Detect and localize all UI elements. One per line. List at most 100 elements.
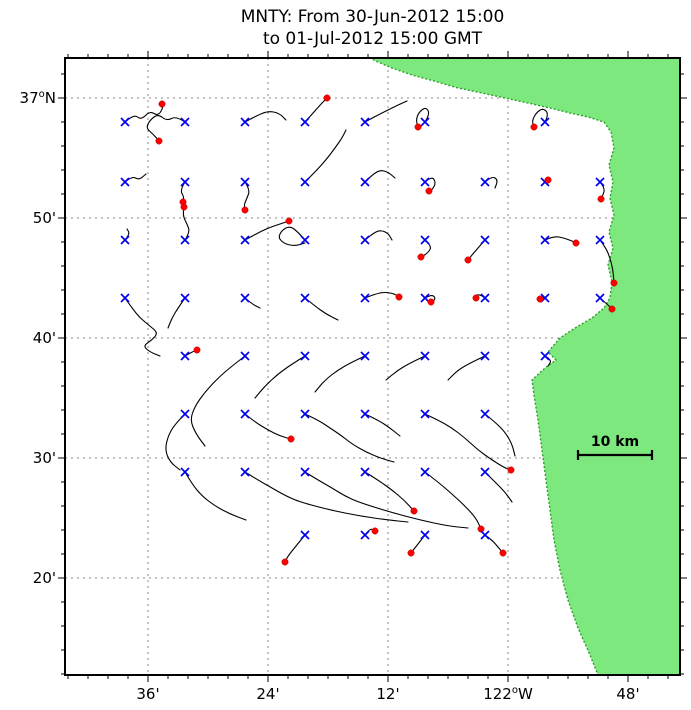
start-x-marker [420,235,430,245]
start-x-marker [180,293,190,303]
end-red-dot [507,466,515,474]
start-x-marker [480,177,490,187]
end-red-dot [472,294,480,302]
trajectory-path [304,413,395,463]
start-x-marker [180,235,190,245]
start-x-marker [240,409,250,419]
trajectory-path [146,115,186,142]
trajectory-path [244,111,287,123]
start-x-marker [360,293,370,303]
trajectory-path [190,355,246,447]
chart-title: MNTY: From 30-Jun-2012 15:00 [240,7,505,27]
start-x-marker [595,235,605,245]
chart-subtitle: to 01-Jul-2012 15:00 GMT [262,29,483,49]
start-x-marker [300,293,310,303]
start-x-marker [360,530,370,540]
trajectory-path [254,355,306,399]
trajectory-path [182,206,190,241]
x-tick-label: 36' [136,685,159,703]
start-x-marker [240,467,250,477]
trajectory-path [599,239,615,284]
start-x-marker [540,117,550,127]
y-tick-label: 20' [33,569,56,587]
start-x-marker [180,177,190,187]
start-x-marker [240,177,250,187]
end-red-dot [425,187,433,195]
start-x-marker [120,235,130,245]
end-red-dot [544,176,552,184]
x-tick-label: 122oW [483,685,533,703]
end-red-dot [155,137,163,145]
trajectory-path [484,471,513,503]
start-x-marker [360,409,370,419]
end-red-dot [241,206,249,214]
trajectory-path [304,297,339,321]
start-x-marker [300,467,310,477]
y-tick-label: 37oN [20,89,56,107]
start-x-marker [240,117,250,127]
end-red-dot [608,305,616,313]
trajectory-path [167,297,186,329]
trajectory-path [243,181,250,211]
end-red-dot [395,293,403,301]
end-red-dot [572,239,580,247]
start-x-marker [420,177,430,187]
scale-bar-label: 10 km [591,434,639,450]
trajectory-path [304,471,469,529]
trajectory-path [244,471,409,523]
start-x-marker [360,235,370,245]
start-x-marker [300,177,310,187]
start-x-marker [180,117,190,127]
start-x-marker [120,117,130,127]
start-x-marker [420,293,430,303]
end-red-dot [193,346,201,354]
trajectory-path [364,230,393,241]
trajectory-path [364,471,415,512]
start-x-marker [420,467,430,477]
start-x-marker [120,293,130,303]
trajectory-path [544,236,577,244]
start-x-marker [480,235,490,245]
trajectory-path [184,471,247,521]
y-tick-label: 40' [33,329,56,347]
trajectory-path [424,471,482,530]
trajectory-path [124,297,161,357]
end-red-dot [417,253,425,261]
end-red-dot [597,195,605,203]
end-red-dot [285,217,293,225]
trajectory-path [244,220,290,241]
start-x-marker [480,467,490,477]
trajectory-path [165,413,186,471]
end-red-dot [323,94,331,102]
start-x-marker [540,235,550,245]
trajectory-path [364,100,408,123]
trajectory-path [532,108,548,128]
start-x-marker [480,293,490,303]
start-x-marker [360,117,370,127]
start-x-marker [540,351,550,361]
start-x-marker [300,530,310,540]
trajectory-path [364,413,401,437]
trajectory-path [385,355,426,381]
x-tick-label: 12' [376,685,399,703]
start-x-marker [595,293,605,303]
start-x-marker [180,351,190,361]
trajectory-path [447,355,486,381]
axes-frame [64,57,681,676]
trajectory-path [124,103,164,123]
trajectory-path [416,107,430,128]
start-x-marker [420,351,430,361]
start-x-marker [240,293,250,303]
end-red-dot [287,435,295,443]
start-x-marker [300,235,310,245]
start-x-marker [300,409,310,419]
end-red-dot [464,256,472,264]
trajectory-path [467,239,486,261]
start-x-marker [480,351,490,361]
trajectory-path [364,170,396,183]
start-x-marker [360,467,370,477]
y-tick-label: 50' [33,209,56,227]
start-x-marker [480,530,490,540]
